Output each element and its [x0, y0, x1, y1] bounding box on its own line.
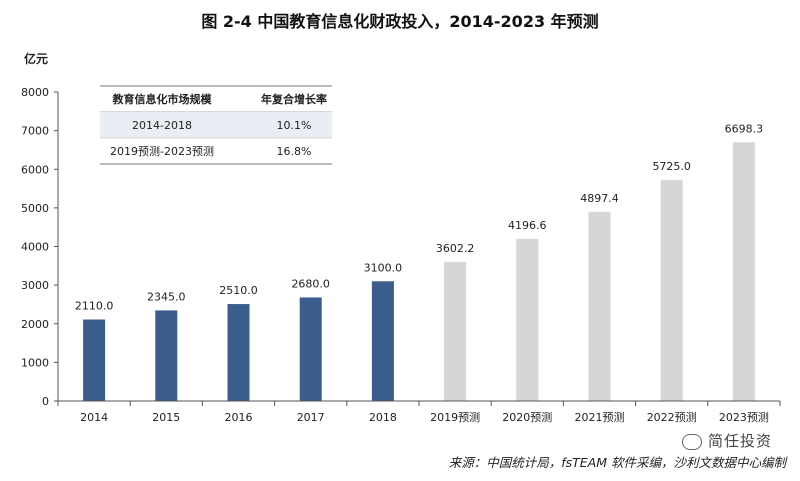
y-tick-label: 2000: [21, 318, 49, 331]
source-note: 来源：中国统计局，fsTEAM 软件采编，沙利文数据中心编制: [448, 455, 786, 470]
x-tick-label: 2023预测: [719, 411, 769, 424]
watermark-text: 简任投资: [707, 432, 772, 450]
x-tick-label: 2017: [297, 411, 325, 424]
table-header-cell: 教育信息化市场规模: [112, 92, 213, 106]
data-label: 2110.0: [75, 300, 114, 313]
table-cell: 2014-2018: [132, 119, 192, 132]
table-cell: 2019预测-2023预测: [110, 145, 214, 158]
bar: [516, 238, 539, 401]
data-label: 4897.4: [580, 192, 619, 205]
bar: [732, 142, 755, 401]
chart-title: 图 2-4 中国教育信息化财政投入，2014-2023 年预测: [201, 12, 599, 31]
y-tick-label: 3000: [21, 279, 49, 292]
data-label: 3602.2: [436, 242, 475, 255]
x-tick-label: 2015: [152, 411, 180, 424]
data-label: 3100.0: [364, 261, 403, 274]
bar: [660, 179, 683, 401]
data-label: 4196.6: [508, 219, 547, 232]
data-label: 2680.0: [291, 277, 330, 290]
x-tick-label: 2014: [80, 411, 108, 424]
bar: [227, 304, 250, 401]
y-tick-label: 7000: [21, 125, 49, 138]
bar: [588, 211, 611, 401]
table-cell: 10.1%: [277, 119, 312, 132]
bar: [299, 297, 322, 401]
y-axis-unit: 亿元: [24, 51, 48, 66]
watermark: 简任投资: [681, 430, 772, 451]
bar: [444, 261, 467, 401]
x-tick-label: 2020预测: [502, 411, 552, 424]
y-tick-label: 6000: [21, 163, 49, 176]
data-label: 6698.3: [725, 122, 764, 135]
table-cell: 16.8%: [277, 145, 312, 158]
x-tick-label: 2021预测: [575, 411, 625, 424]
table-header-cell: 年复合增长率: [261, 92, 327, 106]
cagr-table: 教育信息化市场规模 年复合增长率 2014-2018 10.1% 2019预测-2023…: [100, 85, 332, 165]
x-tick-label: 2022预测: [647, 411, 697, 424]
bar: [155, 310, 178, 401]
data-label: 2510.0: [219, 284, 258, 297]
bar: [371, 281, 394, 401]
y-tick-label: 1000: [21, 356, 49, 369]
wechat-icon: [681, 433, 702, 450]
y-tick-label: 0: [42, 395, 49, 408]
x-tick-label: 2018: [369, 411, 397, 424]
table-row-shade: [100, 112, 332, 138]
data-label: 2345.0: [147, 290, 186, 303]
y-tick-label: 8000: [21, 86, 49, 99]
y-tick-label: 5000: [21, 202, 49, 215]
y-tick-label: 4000: [21, 241, 49, 254]
data-label: 5725.0: [652, 160, 691, 173]
x-tick-label: 2016: [225, 411, 253, 424]
x-tick-label: 2019预测: [430, 411, 480, 424]
bar: [83, 319, 106, 401]
